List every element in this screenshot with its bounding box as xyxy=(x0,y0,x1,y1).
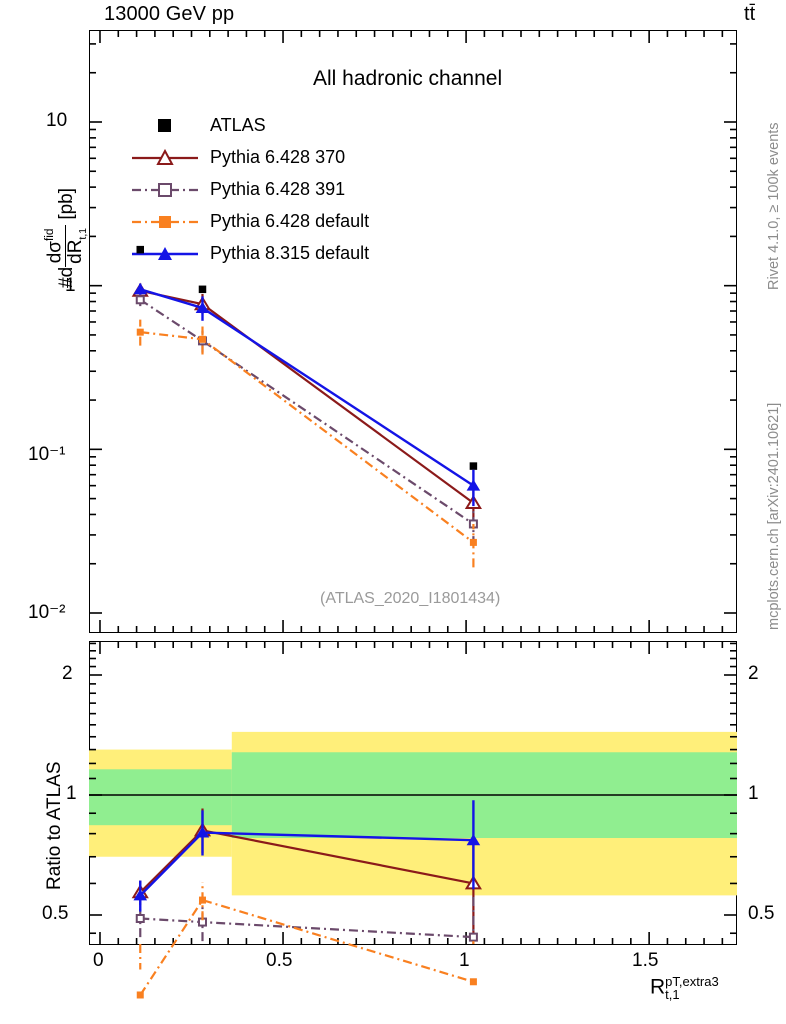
x-tick-label-0: 0 xyxy=(93,950,104,971)
x-axis-label: R pT,extra3 t,1 xyxy=(650,975,719,1001)
mcplots-source-label: mcplots.cern.ch [arXiv:2401.10621] xyxy=(766,402,782,630)
legend-marker-atlas xyxy=(158,119,171,132)
legend-label-pythia8-default: Pythia 8.315 default xyxy=(210,243,370,263)
ratio-y-tick-label-2-right: 2 xyxy=(748,663,759,684)
ratio-y-tick-label-0p5-right: 0.5 xyxy=(748,903,775,924)
legend-marker-pythia6-default xyxy=(132,216,198,228)
y-tick-label-1: 1 xyxy=(65,275,76,296)
x-tick-label-1p5: 1.5 xyxy=(632,950,659,971)
y-tick-label-0p1: 10⁻¹ xyxy=(28,444,66,465)
x-tick-label-1: 1 xyxy=(459,950,470,971)
ratio-y-tick-label-0p5-left: 0.5 xyxy=(42,903,69,924)
ratio-y-tick-label-1-right: 1 xyxy=(748,783,759,804)
main-plot-frame xyxy=(89,30,737,633)
ratio-plot-frame xyxy=(89,641,737,945)
ratio-y-tick-label-1-left: 1 xyxy=(66,783,77,804)
beam-energy-label: 13000 GeV pp xyxy=(104,3,235,25)
legend-marker-pythia6-391 xyxy=(132,183,198,197)
rivet-version-label: Rivet 4.1.0, ≥ 100k events xyxy=(766,122,782,290)
legend-label-pythia6-default: Pythia 6.428 default xyxy=(210,211,370,231)
legend-label-atlas: ATLAS xyxy=(210,115,266,135)
y-tick-label-10: 10 xyxy=(46,110,68,131)
x-axis-label-sub: t,1 xyxy=(665,987,680,1003)
legend-marker-pythia6-370 xyxy=(132,148,198,165)
analysis-watermark: (ATLAS_2020_I1801434) xyxy=(320,590,501,607)
legend-label-pythia6-391: Pythia 6.428 391 xyxy=(210,179,346,199)
legend-label-pythia6-370: Pythia 6.428 370 xyxy=(210,147,346,167)
plot-title: All hadronic channel xyxy=(313,67,503,90)
x-axis-label-base: R xyxy=(650,975,666,999)
ratio-y-tick-label-2-left: 2 xyxy=(62,663,73,684)
process-label: tt̄ xyxy=(744,3,756,25)
y-tick-label-0p01: 10⁻² xyxy=(28,602,66,623)
y-axis-label-ratio-text: Ratio to ATLAS xyxy=(44,761,65,891)
x-axis-label-sup: pT,extra3 xyxy=(665,974,719,989)
legend-marker-pythia8-default xyxy=(132,247,198,260)
x-tick-label-0p5: 0.5 xyxy=(266,950,293,971)
